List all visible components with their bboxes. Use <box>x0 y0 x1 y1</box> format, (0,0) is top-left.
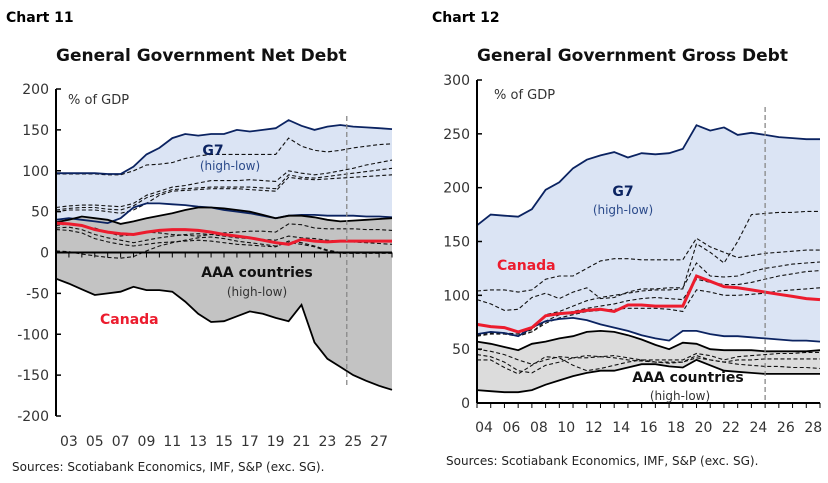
x-tick-label: 10 <box>557 420 575 436</box>
y-tick-label: 100 <box>443 288 470 304</box>
country-dashed-line <box>55 159 393 209</box>
x-tick-label: 04 <box>475 420 493 436</box>
country-dashed-line <box>56 137 393 176</box>
x-tick-label: 17 <box>241 434 259 450</box>
country-dashed-line <box>55 236 392 259</box>
y-tick-label: 150 <box>22 123 49 139</box>
g7-high-line <box>476 124 820 227</box>
chart-label: Chart 11 <box>6 10 74 26</box>
y-tick-label: 250 <box>443 127 470 143</box>
unit-label: % of GDP <box>494 88 555 103</box>
x-tick-label: 03 <box>60 434 78 450</box>
g7-sublabel: (high-low) <box>593 203 653 217</box>
x-tick-label: 28 <box>804 420 822 436</box>
x-tick-label: 08 <box>530 420 548 436</box>
y-tick-label: -150 <box>17 368 49 384</box>
x-tick-label: 14 <box>612 420 630 436</box>
x-tick-label: 05 <box>86 434 104 450</box>
country-dashed-line <box>476 348 820 365</box>
g7-label: G7 <box>202 143 223 159</box>
source-note: Sources: Scotiabank Economics, IMF, S&P … <box>12 460 324 474</box>
band-g7-area <box>477 125 820 342</box>
x-tick-label: 20 <box>695 420 713 436</box>
x-tick-label: 25 <box>344 434 362 450</box>
x-tick-label: 06 <box>503 420 521 436</box>
aaa-label: AAA countries <box>201 265 312 281</box>
x-tick-label: 09 <box>138 434 156 450</box>
y-tick-label: -50 <box>26 286 49 302</box>
band-g7-area <box>56 120 392 224</box>
y-tick-label: 200 <box>22 82 49 98</box>
g7-high-line <box>56 119 393 175</box>
country-dashed-line <box>55 223 393 237</box>
y-tick-label: 150 <box>443 235 470 251</box>
x-tick-label: 11 <box>163 434 181 450</box>
chart-title: General Government Net Debt <box>56 46 347 66</box>
country-dashed-line <box>476 287 821 337</box>
chart-11: Chart 11 General Government Net Debt Sou… <box>6 10 393 474</box>
x-tick-label: 26 <box>777 420 795 436</box>
canada-label: Canada <box>497 258 556 274</box>
country-dashed-line <box>476 270 821 336</box>
y-tick-label: -200 <box>17 409 49 425</box>
canada-line <box>55 221 392 246</box>
aaa-low-line <box>476 358 820 394</box>
g7-label: G7 <box>612 184 633 200</box>
y-tick-label: 100 <box>22 164 49 180</box>
y-tick-label: 200 <box>443 181 470 197</box>
x-tick-label: 23 <box>318 434 336 450</box>
x-tick-label: 27 <box>370 434 388 450</box>
y-tick-label: -100 <box>17 327 49 343</box>
aaa-sublabel: (high-low) <box>227 285 287 299</box>
x-tick-label: 13 <box>189 434 207 450</box>
x-tick-label: 19 <box>267 434 285 450</box>
source-note: Sources: Scotiabank Economics, IMF, S&P … <box>446 454 758 468</box>
country-dashed-line <box>55 167 393 211</box>
aaa-low-line <box>55 277 393 391</box>
x-tick-label: 24 <box>749 420 767 436</box>
g7-sublabel: (high-low) <box>200 159 260 173</box>
x-tick-label: 07 <box>112 434 130 450</box>
y-tick-label: 50 <box>452 342 470 358</box>
canada-line <box>476 274 821 334</box>
x-tick-label: 15 <box>215 434 233 450</box>
canada-label: Canada <box>100 312 159 328</box>
chart-label: Chart 12 <box>432 10 500 26</box>
x-tick-label: 18 <box>667 420 685 436</box>
y-tick-label: 0 <box>40 246 49 262</box>
country-dashed-line <box>477 355 821 375</box>
x-tick-label: 12 <box>585 420 603 436</box>
chart-12: Chart 12 General Government Gross Debt S… <box>432 10 822 468</box>
aaa-sublabel: (high-low) <box>650 389 710 403</box>
y-tick-label: 300 <box>443 73 470 89</box>
x-tick-label: 16 <box>640 420 658 436</box>
chart-title: General Government Gross Debt <box>477 46 788 66</box>
country-dashed-line <box>55 229 392 254</box>
aaa-label: AAA countries <box>632 370 743 386</box>
aaa-high-line <box>55 206 393 225</box>
country-dashed-line <box>476 261 821 311</box>
y-tick-label: 0 <box>461 396 470 412</box>
aaa-high-line <box>476 329 821 353</box>
unit-label: % of GDP <box>68 93 129 108</box>
country-dashed-line <box>55 226 393 245</box>
x-tick-label: 22 <box>722 420 740 436</box>
y-tick-label: 50 <box>31 205 49 221</box>
x-tick-label: 21 <box>293 434 311 450</box>
